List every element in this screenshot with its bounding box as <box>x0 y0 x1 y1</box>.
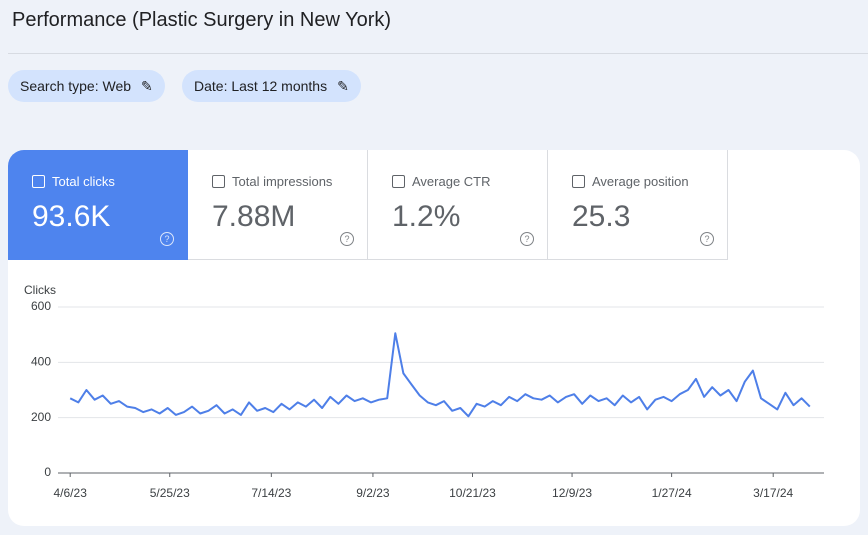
checkbox <box>32 175 45 188</box>
metric-value: 7.88M <box>212 200 296 233</box>
metric-label: Average position <box>592 174 689 189</box>
y-tick-label: 200 <box>31 410 51 424</box>
metric-label: Average CTR <box>412 174 491 189</box>
checkbox <box>392 175 405 188</box>
chip-label: Search type: Web <box>20 78 132 94</box>
metric-card[interactable]: Average CTR 1.2%? <box>368 150 548 260</box>
help-icon[interactable]: ? <box>160 232 174 246</box>
y-tick-label: 400 <box>31 355 51 369</box>
chart: Clicks 0 200 400 600 4/6/23 5/25/23 7/14/23 9/2… <box>24 283 824 500</box>
help-icon[interactable]: ? <box>340 232 354 246</box>
metric-value: 1.2% <box>392 200 461 233</box>
metric-label: Total clicks <box>52 174 115 189</box>
filter-chip[interactable]: Date: Last 12 months ✎ <box>182 70 361 102</box>
x-tick-label: 3/17/24 <box>753 486 793 500</box>
divider <box>8 53 868 54</box>
performance-card: Total clicks 93.6K? Total impressions 7.88… <box>8 150 860 526</box>
x-tick-label: 10/21/23 <box>449 486 496 500</box>
help-icon[interactable]: ? <box>520 232 534 246</box>
y-axis-title: Clicks <box>24 283 56 297</box>
edit-icon: ✎ <box>337 78 349 94</box>
chip-label: Date: Last 12 months <box>194 78 328 94</box>
checkbox <box>212 175 225 188</box>
filter-chip[interactable]: Search type: Web ✎ <box>8 70 165 102</box>
edit-icon: ✎ <box>141 78 153 94</box>
checkbox <box>572 175 585 188</box>
x-tick-label: 4/6/23 <box>54 486 88 500</box>
y-tick-label: 600 <box>31 299 51 313</box>
x-tick-label: 1/27/24 <box>652 486 692 500</box>
metric-card[interactable]: Average position 25.3? <box>548 150 728 260</box>
metric-value: 25.3 <box>572 200 631 233</box>
x-tick-label: 7/14/23 <box>251 486 291 500</box>
metric-value: 93.6K <box>32 200 111 233</box>
x-tick-label: 9/2/23 <box>356 486 390 500</box>
x-tick-label: 12/9/23 <box>552 486 592 500</box>
metric-card[interactable]: Total clicks 93.6K? <box>8 150 188 260</box>
y-tick-label: 0 <box>44 465 51 479</box>
help-icon[interactable]: ? <box>700 232 714 246</box>
metric-label: Total impressions <box>232 174 333 189</box>
x-tick-label: 5/25/23 <box>150 486 190 500</box>
data-line <box>69 332 811 418</box>
metric-card[interactable]: Total impressions 7.88M? <box>188 150 368 260</box>
page-title: Performance (Plastic Surgery in New York… <box>12 9 392 31</box>
